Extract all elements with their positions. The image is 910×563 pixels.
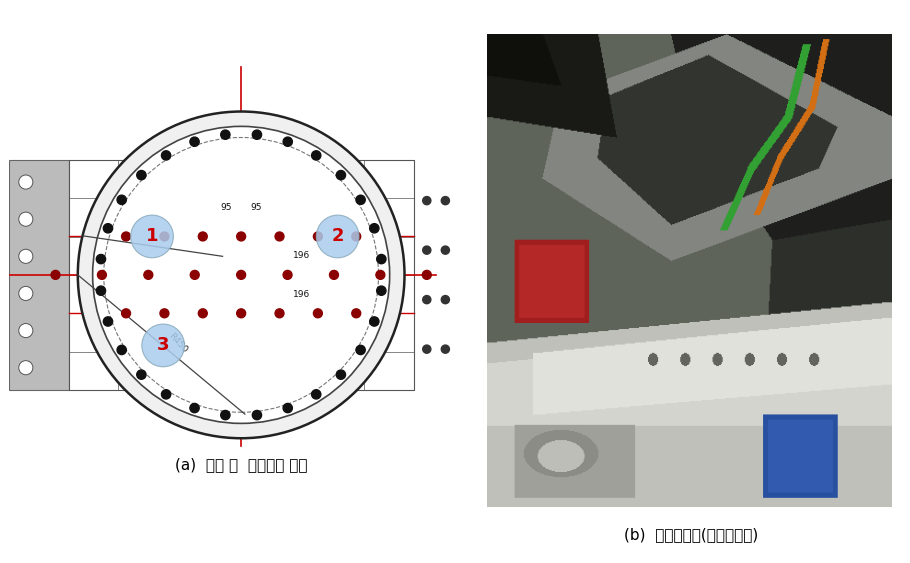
- Circle shape: [221, 130, 230, 139]
- Circle shape: [441, 345, 450, 353]
- Circle shape: [190, 404, 199, 413]
- Circle shape: [19, 212, 33, 226]
- Circle shape: [117, 345, 126, 355]
- Circle shape: [19, 361, 33, 375]
- Circle shape: [283, 137, 292, 146]
- Circle shape: [19, 287, 33, 301]
- Circle shape: [136, 370, 146, 379]
- Circle shape: [131, 215, 174, 258]
- Text: 2: 2: [331, 227, 344, 245]
- Circle shape: [77, 111, 405, 438]
- Text: (a)  토조 내  말뚝설치 위치: (a) 토조 내 말뚝설치 위치: [175, 457, 308, 472]
- Circle shape: [441, 196, 450, 205]
- Circle shape: [122, 309, 130, 318]
- Circle shape: [144, 270, 153, 279]
- Circle shape: [93, 126, 389, 423]
- Circle shape: [356, 195, 365, 204]
- Circle shape: [423, 345, 430, 353]
- Circle shape: [313, 309, 322, 318]
- Circle shape: [96, 286, 106, 296]
- Circle shape: [104, 317, 113, 326]
- Text: 95: 95: [251, 203, 262, 212]
- Circle shape: [352, 232, 360, 241]
- Circle shape: [160, 309, 169, 318]
- Circle shape: [441, 296, 450, 303]
- Text: 196: 196: [293, 251, 310, 260]
- Circle shape: [423, 246, 430, 254]
- Bar: [9, 160, 68, 390]
- Circle shape: [136, 171, 146, 180]
- Circle shape: [422, 270, 431, 279]
- Circle shape: [198, 309, 207, 318]
- Circle shape: [142, 324, 185, 367]
- Circle shape: [96, 254, 106, 263]
- Circle shape: [329, 270, 339, 279]
- Circle shape: [311, 390, 321, 399]
- Circle shape: [283, 270, 292, 279]
- Circle shape: [51, 270, 60, 279]
- Circle shape: [423, 196, 430, 205]
- Circle shape: [237, 232, 246, 241]
- Circle shape: [337, 370, 346, 379]
- Circle shape: [97, 270, 106, 279]
- Circle shape: [275, 309, 284, 318]
- Circle shape: [369, 224, 379, 233]
- Text: 3: 3: [157, 337, 169, 355]
- Circle shape: [317, 215, 359, 258]
- Circle shape: [377, 254, 386, 263]
- Circle shape: [376, 270, 385, 279]
- Text: 196: 196: [293, 289, 310, 298]
- Circle shape: [311, 151, 321, 160]
- Circle shape: [19, 324, 33, 338]
- Circle shape: [161, 151, 171, 160]
- Circle shape: [122, 232, 130, 241]
- Circle shape: [160, 232, 169, 241]
- Circle shape: [117, 195, 126, 204]
- Text: 95: 95: [220, 203, 231, 212]
- Circle shape: [237, 270, 246, 279]
- Circle shape: [337, 171, 346, 180]
- Bar: [68, 160, 414, 390]
- Circle shape: [252, 130, 261, 139]
- Circle shape: [275, 232, 284, 241]
- Circle shape: [441, 246, 450, 254]
- Circle shape: [19, 175, 33, 189]
- Text: 1: 1: [146, 227, 158, 245]
- Text: (b)  하중가력부(액츄에이터): (b) 하중가력부(액츄에이터): [624, 528, 759, 542]
- Circle shape: [356, 345, 365, 355]
- Text: R450: R450: [167, 332, 189, 355]
- Circle shape: [252, 410, 261, 420]
- Circle shape: [221, 410, 230, 420]
- Circle shape: [161, 390, 171, 399]
- Circle shape: [190, 270, 199, 279]
- Circle shape: [369, 317, 379, 326]
- Circle shape: [423, 296, 430, 303]
- Circle shape: [19, 249, 33, 263]
- Circle shape: [190, 137, 199, 146]
- Circle shape: [377, 286, 386, 296]
- Circle shape: [104, 224, 113, 233]
- Circle shape: [313, 232, 322, 241]
- Circle shape: [198, 232, 207, 241]
- Circle shape: [283, 404, 292, 413]
- Circle shape: [352, 309, 360, 318]
- Circle shape: [237, 309, 246, 318]
